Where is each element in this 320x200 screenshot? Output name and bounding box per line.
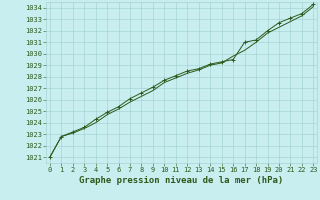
X-axis label: Graphe pression niveau de la mer (hPa): Graphe pression niveau de la mer (hPa) — [79, 176, 284, 185]
